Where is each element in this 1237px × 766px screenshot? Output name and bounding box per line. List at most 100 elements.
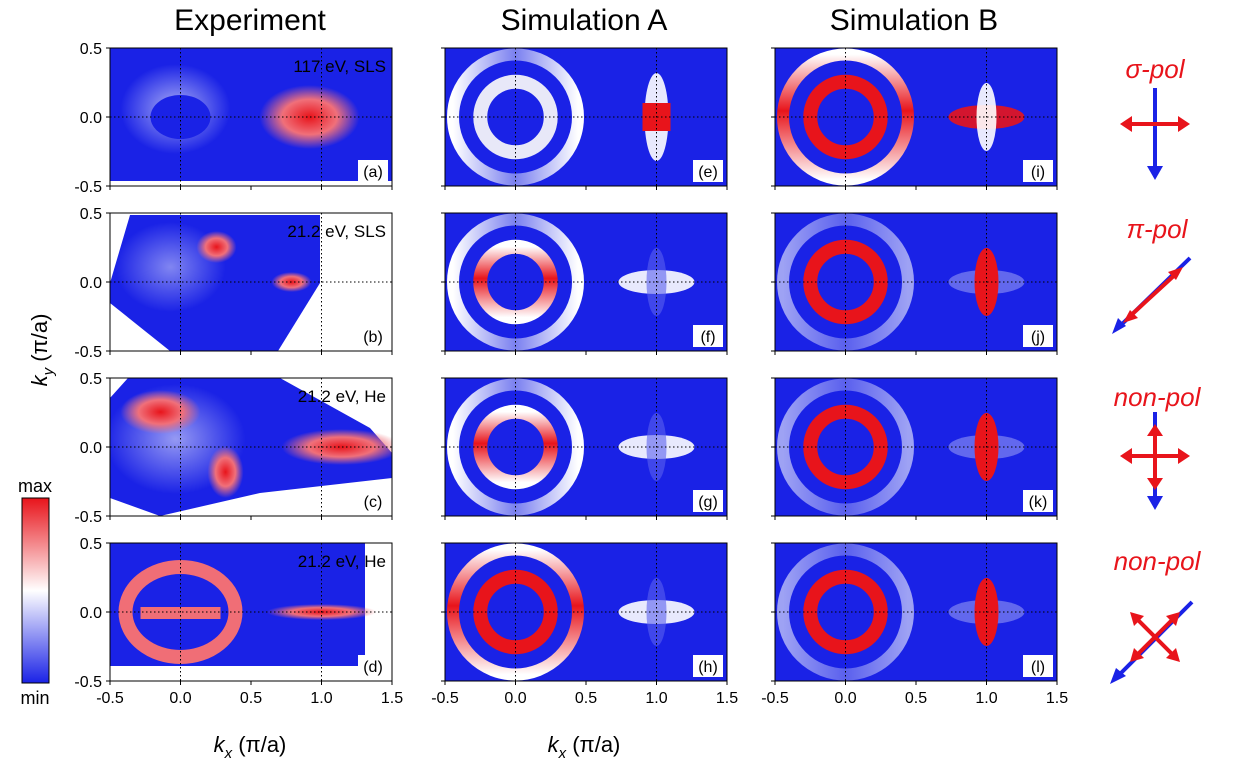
panel-d: 21.2 eV, He 0.5 0.0 -0.5-0.5 0.0 0.5 1.0 1.5 (d): [74, 536, 403, 707]
panel-tag-label: (k): [1029, 494, 1048, 511]
pol-label-non-pol-2: non-pol: [1114, 546, 1202, 576]
panel-tag: (j): [1023, 325, 1053, 347]
panel-c: 21.2 eV, He 0.5 0.0 -0.5 (c): [74, 371, 393, 526]
panel-e: (e): [441, 47, 728, 190]
y-tick-label: -0.5: [74, 674, 102, 691]
y-tick-label: -0.5: [74, 344, 102, 361]
panel-j: (j): [771, 212, 1058, 355]
panel-tag: (b): [358, 325, 388, 347]
x-axis-label-experiment: kx (π/a): [214, 732, 287, 762]
x-tick-label: 0.0: [504, 690, 526, 707]
x-tick-label: 1.5: [381, 690, 403, 707]
column-title-simulation-a: Simulation A: [501, 4, 668, 37]
pol-label-non-pol-1: non-pol: [1114, 382, 1202, 412]
y-tick-label: 0.5: [80, 536, 102, 553]
panel-tag: (h): [693, 655, 723, 677]
panel-g: (g): [441, 377, 728, 520]
colorbar-max-label: max: [18, 476, 52, 496]
experiment-info-label: 21.2 eV, He: [298, 387, 386, 406]
y-tick-label: 0.0: [80, 605, 102, 622]
panel-tag: (g): [693, 490, 723, 512]
intensity-red-spot-upper: [196, 231, 237, 263]
x-tick-label: -0.5: [96, 690, 124, 707]
intensity-red-spot-lower: [207, 446, 244, 498]
panel-l: -0.5 0.0 0.5 1.0 1.5(l): [761, 542, 1068, 707]
intensity-red-band: [281, 429, 392, 465]
polarization-legend: σ-pol π-pol non-pol non-pol: [1110, 54, 1202, 684]
panel-h: -0.5 0.0 0.5 1.0 1.5 (h): [431, 542, 738, 707]
panel-tag-label: (g): [698, 494, 718, 511]
x-axis-label-simulation-a: kx (π/a): [548, 732, 621, 762]
panel-tag-label: (e): [698, 164, 718, 181]
intensity-red-spot: [259, 85, 360, 149]
y-tick-label: 0.0: [80, 275, 102, 292]
y-axis-sub: y: [40, 366, 57, 376]
experiment-info-label: 21.2 eV, SLS: [287, 222, 386, 241]
x-tick-label: 1.0: [310, 690, 332, 707]
svg-text:ky (π/a): ky (π/a): [27, 314, 57, 387]
panel-a: 117 eV, SLS 0.5 0.0 -0.5 (a): [74, 41, 393, 196]
x-tick-label: 0.0: [834, 690, 856, 707]
colorbar: max min: [18, 476, 52, 708]
panel-tag-label: (l): [1031, 659, 1045, 676]
x-tick-label: -0.5: [431, 690, 459, 707]
panel-i: (i): [771, 47, 1058, 190]
x-axis-unit: (π/a): [566, 732, 620, 757]
column-title-experiment: Experiment: [174, 4, 326, 37]
pi-pol-arrows-icon: [1112, 256, 1192, 334]
column-title-simulation-b: Simulation B: [830, 4, 998, 37]
experiment-info-label: 117 eV, SLS: [293, 57, 386, 76]
x-tick-label: 1.0: [975, 690, 997, 707]
panel-tag: (e): [693, 160, 723, 182]
x-tick-label: 0.5: [240, 690, 262, 707]
y-tick-label: 0.0: [80, 110, 102, 127]
panel-tag-label: (a): [363, 164, 383, 181]
y-tick-label: 0.5: [80, 206, 102, 223]
panel-tag: (k): [1023, 490, 1053, 512]
panel-f: (f): [441, 212, 728, 355]
panel-tag: (c): [358, 490, 388, 512]
non-pol-diagonal-arrows-icon: [1110, 600, 1194, 684]
x-tick-label: -0.5: [761, 690, 789, 707]
panel-tag-label: (h): [698, 659, 718, 676]
colorbar-min-label: min: [20, 688, 49, 708]
intensity-red-bar: [140, 607, 221, 619]
panel-k: (k): [771, 377, 1058, 520]
panel-tag-label: (i): [1031, 164, 1045, 181]
y-axis-unit: (π/a): [27, 314, 52, 368]
colorbar-gradient: [21, 497, 50, 684]
y-tick-label: -0.5: [74, 179, 102, 196]
y-tick-label: 0.5: [80, 371, 102, 388]
x-tick-label: 0.5: [575, 690, 597, 707]
panel-b: 21.2 eV, SLS 0.5 0.0 -0.5 (b): [74, 206, 393, 361]
panel-tag-label: (d): [363, 659, 383, 676]
sigma-pol-arrows-icon: [1120, 88, 1190, 180]
x-tick-label: 1.0: [645, 690, 667, 707]
x-axis-unit: (π/a): [232, 732, 286, 757]
panel-tag: (a): [358, 160, 388, 182]
panel-tag: (d): [358, 655, 388, 677]
intensity-red-spot-upper: [120, 390, 201, 434]
y-axis-var: k: [27, 374, 52, 386]
x-tick-label: 0.5: [905, 690, 927, 707]
y-tick-label: 0.5: [80, 41, 102, 58]
x-tick-label: 1.5: [716, 690, 738, 707]
x-tick-label: 0.0: [169, 690, 191, 707]
pol-label-pi: π-pol: [1127, 214, 1189, 244]
y-tick-label: 0.0: [80, 440, 102, 457]
x-axis-sub: x: [558, 745, 567, 762]
panel-tag-label: (c): [364, 494, 383, 511]
experiment-info-label: 21.2 eV, He: [298, 552, 386, 571]
x-axis-sub: x: [224, 745, 233, 762]
panel-tag: (l): [1023, 655, 1053, 677]
panel-tag-label: (j): [1031, 329, 1045, 346]
panel-tag-label: (b): [363, 329, 383, 346]
y-tick-label: -0.5: [74, 509, 102, 526]
panel-tag: (i): [1023, 160, 1053, 182]
panel-tag: (f): [693, 325, 723, 347]
non-pol-cross-arrows-icon: [1120, 412, 1190, 510]
x-tick-label: 1.5: [1046, 690, 1068, 707]
x-axis-var: k: [548, 732, 560, 757]
x-axis-var: k: [214, 732, 226, 757]
